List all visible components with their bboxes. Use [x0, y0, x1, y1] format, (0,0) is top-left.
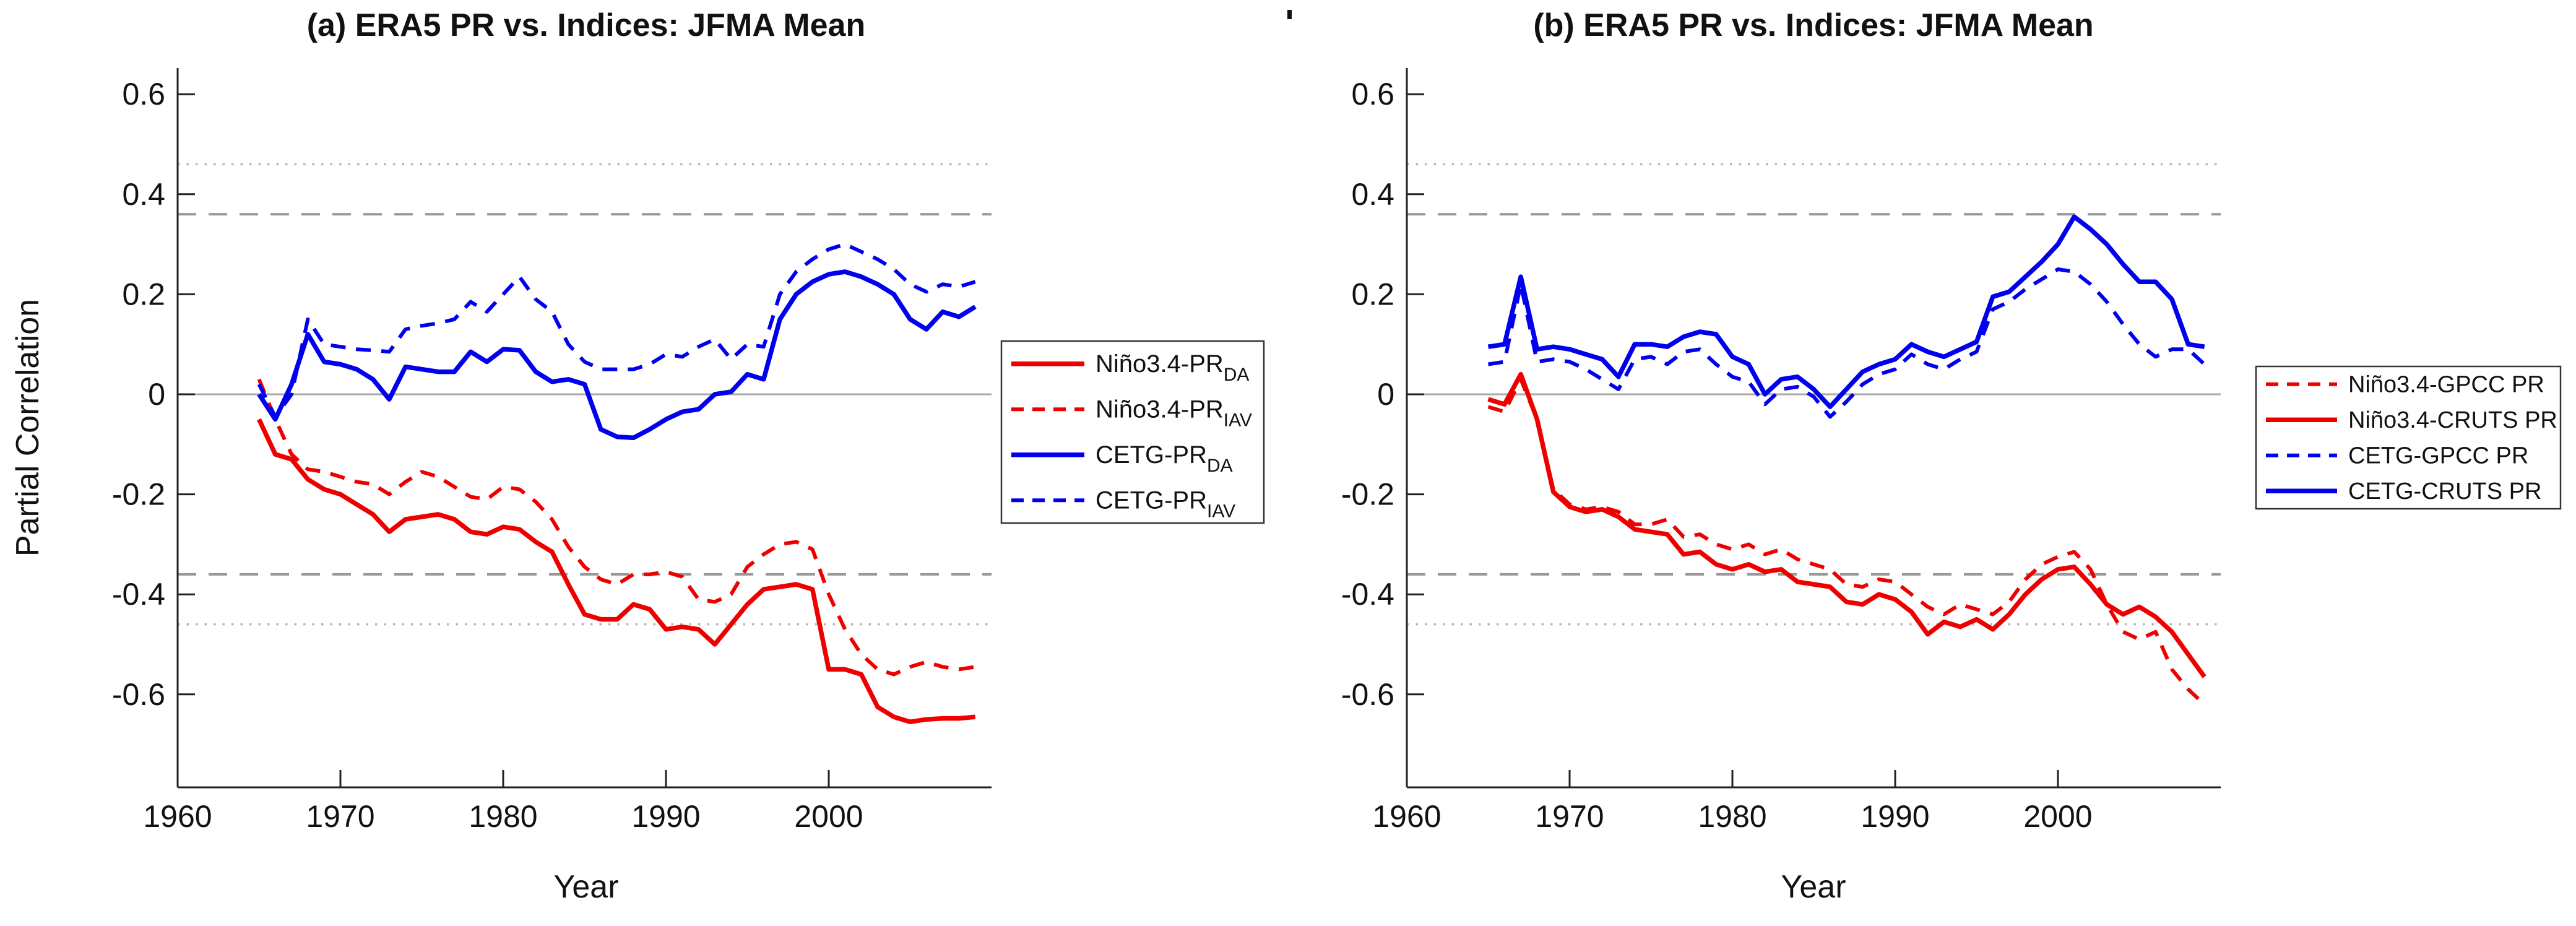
- chart-a-xlabel: Year: [553, 869, 618, 905]
- y-tick-label: 0.2: [122, 277, 165, 311]
- y-tick-label: -0.6: [112, 677, 165, 712]
- x-tick-label: 2000: [794, 799, 863, 834]
- y-tick-label: -0.2: [112, 477, 165, 512]
- y-tick-label: 0.6: [122, 77, 165, 111]
- x-tick-label: 1960: [143, 799, 212, 834]
- chart-a-title: (a) ERA5 PR vs. Indices: JFMA Mean: [307, 7, 866, 43]
- legend-item-label: CETG-PRDA: [1096, 441, 1233, 476]
- chart-b-plot: 1960 1970 1980 1990 2000 0.6 0.4 0.2 0 -0.2 -0.4 -0…: [1341, 68, 2562, 834]
- y-tick-label: 0.4: [122, 177, 165, 212]
- artifact-dot: [1287, 10, 1292, 19]
- series-line-0: [1487, 377, 2206, 706]
- legend-item-label: Niño3.4-PRIAV: [1096, 396, 1252, 430]
- y-tick-label: -0.4: [1341, 577, 1394, 612]
- y-tick-label: 0.2: [1351, 277, 1394, 311]
- x-tick-label: 1980: [469, 799, 537, 834]
- y-tick-label: 0: [1377, 377, 1394, 412]
- x-tick-label: 1990: [631, 799, 700, 834]
- x-tick-label: 1980: [1698, 799, 1766, 834]
- legend-box: [1000, 340, 1265, 524]
- x-tick-label: 1990: [1861, 799, 1929, 834]
- series-line-3: [1487, 214, 2205, 409]
- chart-a-plot: 1960 1970 1980 1990 2000 0.6 0.4 0.2 0 -0.2 -0.4 -0…: [112, 68, 1265, 834]
- series-line-1: [1487, 371, 2206, 678]
- y-tick-label: 0.6: [1351, 77, 1394, 111]
- x-tick-label: 1970: [306, 799, 374, 834]
- y-tick-label: -0.4: [112, 577, 165, 612]
- legend-item-label: Niño3.4-CRUTS PR: [2348, 407, 2557, 433]
- y-tick-label: 0: [148, 377, 165, 412]
- x-tick-label: 1960: [1372, 799, 1441, 834]
- y-tick-label: -0.6: [1341, 677, 1394, 712]
- x-tick-label: 1970: [1535, 799, 1604, 834]
- series-line-2: [257, 269, 977, 441]
- legend-item-label: Niño3.4-GPCC PR: [2348, 371, 2544, 397]
- series-line-3: [257, 242, 976, 419]
- y-tick-label: -0.2: [1341, 477, 1394, 512]
- legend-item-label: Niño3.4-PRDA: [1096, 350, 1249, 385]
- series-line-0: [257, 418, 976, 724]
- y-tick-label: 0.4: [1351, 177, 1394, 212]
- chart-a-ylabel: Partial Correlation: [10, 299, 46, 556]
- series-line-2: [1488, 267, 2206, 419]
- chart-b-xlabel: Year: [1781, 869, 1846, 905]
- legend-box: [2255, 365, 2562, 510]
- legend-item-label: CETG-PRIAV: [1096, 487, 1235, 521]
- chart-b-title: (b) ERA5 PR vs. Indices: JFMA Mean: [1533, 7, 2093, 43]
- legend-item-label: CETG-CRUTS PR: [2348, 478, 2541, 504]
- series-line-1: [257, 378, 976, 677]
- legend-item-label: CETG-GPCC PR: [2348, 443, 2528, 469]
- x-tick-label: 2000: [2023, 799, 2092, 834]
